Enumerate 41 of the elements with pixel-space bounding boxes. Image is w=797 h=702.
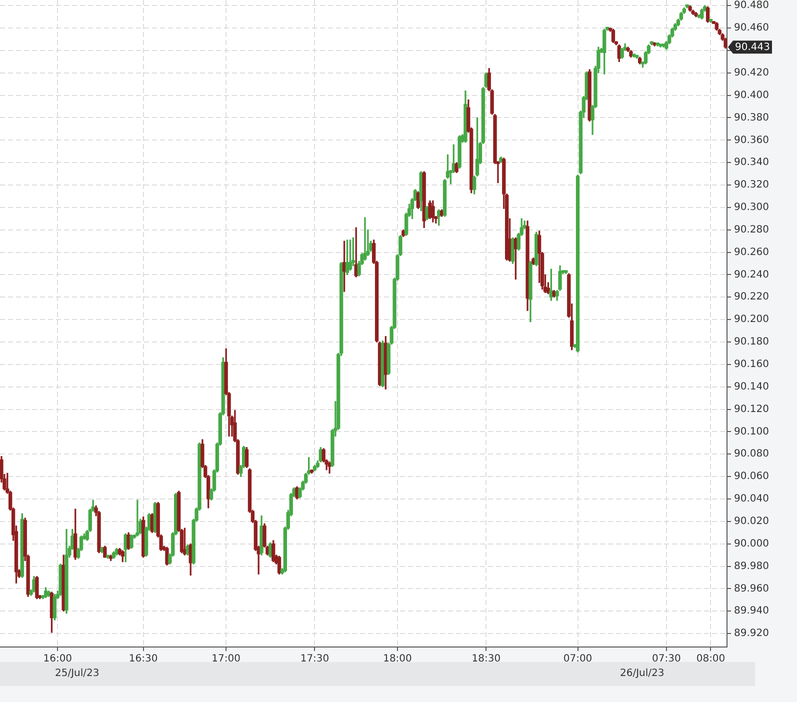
y-tick-label: 90.040 [734, 494, 769, 505]
y-tick-label: 89.940 [734, 606, 769, 617]
y-tick-label: 90.160 [734, 359, 769, 370]
x-tick-label: 18:30 [472, 654, 501, 665]
x-tick-label: 17:30 [300, 654, 330, 665]
y-tick-label: 90.200 [734, 314, 769, 326]
x-tick-label: 07:30 [652, 654, 681, 665]
y-tick-label: 90.140 [734, 381, 769, 392]
y-tick-label: 89.980 [734, 560, 769, 572]
y-tick-label: 90.020 [734, 516, 769, 528]
x-tick-label: 08:00 [696, 654, 726, 665]
y-tick-label: 90.300 [734, 202, 769, 214]
y-tick-label: 90.320 [734, 180, 769, 191]
y-tick-label: 90.340 [734, 157, 769, 168]
y-tick-label: 90.120 [734, 404, 769, 415]
y-tick-label: 90.280 [734, 224, 769, 236]
y-tick-label: 90.400 [734, 90, 769, 101]
text: 26/Jul/23 [620, 667, 664, 681]
y-tick-label: 90.420 [734, 67, 769, 78]
y-tick-label: 90.000 [734, 538, 769, 550]
x-tick-label: 07:00 [563, 654, 592, 665]
y-tick-label: 90.480 [734, 0, 769, 12]
text: 90.443 [735, 42, 770, 54]
x-tick-label: 18:00 [383, 654, 412, 665]
y-tick-label: 90.240 [734, 269, 769, 280]
y-tick-label: 90.180 [734, 336, 769, 348]
y-tick-label: 89.920 [734, 628, 769, 640]
x-tick-label: 16:00 [43, 654, 72, 665]
y-tick-label: 90.220 [734, 292, 769, 303]
y-tick-label: 90.100 [734, 426, 769, 438]
x-tick-label: 17:00 [212, 654, 240, 665]
y-tick-label: 90.260 [734, 246, 769, 258]
y-tick-label: 90.060 [734, 471, 769, 482]
y-tick-label: 89.960 [734, 583, 769, 594]
text: 25/Jul/23 [55, 667, 100, 681]
y-tick-label: 90.360 [734, 134, 769, 146]
y-tick-label: 90.080 [734, 448, 769, 460]
y-tick-label: 90.380 [734, 112, 769, 124]
x-tick-label: 16:30 [128, 654, 158, 665]
y-tick-label: 90.460 [734, 22, 769, 34]
candlestick [136, 500, 140, 536]
